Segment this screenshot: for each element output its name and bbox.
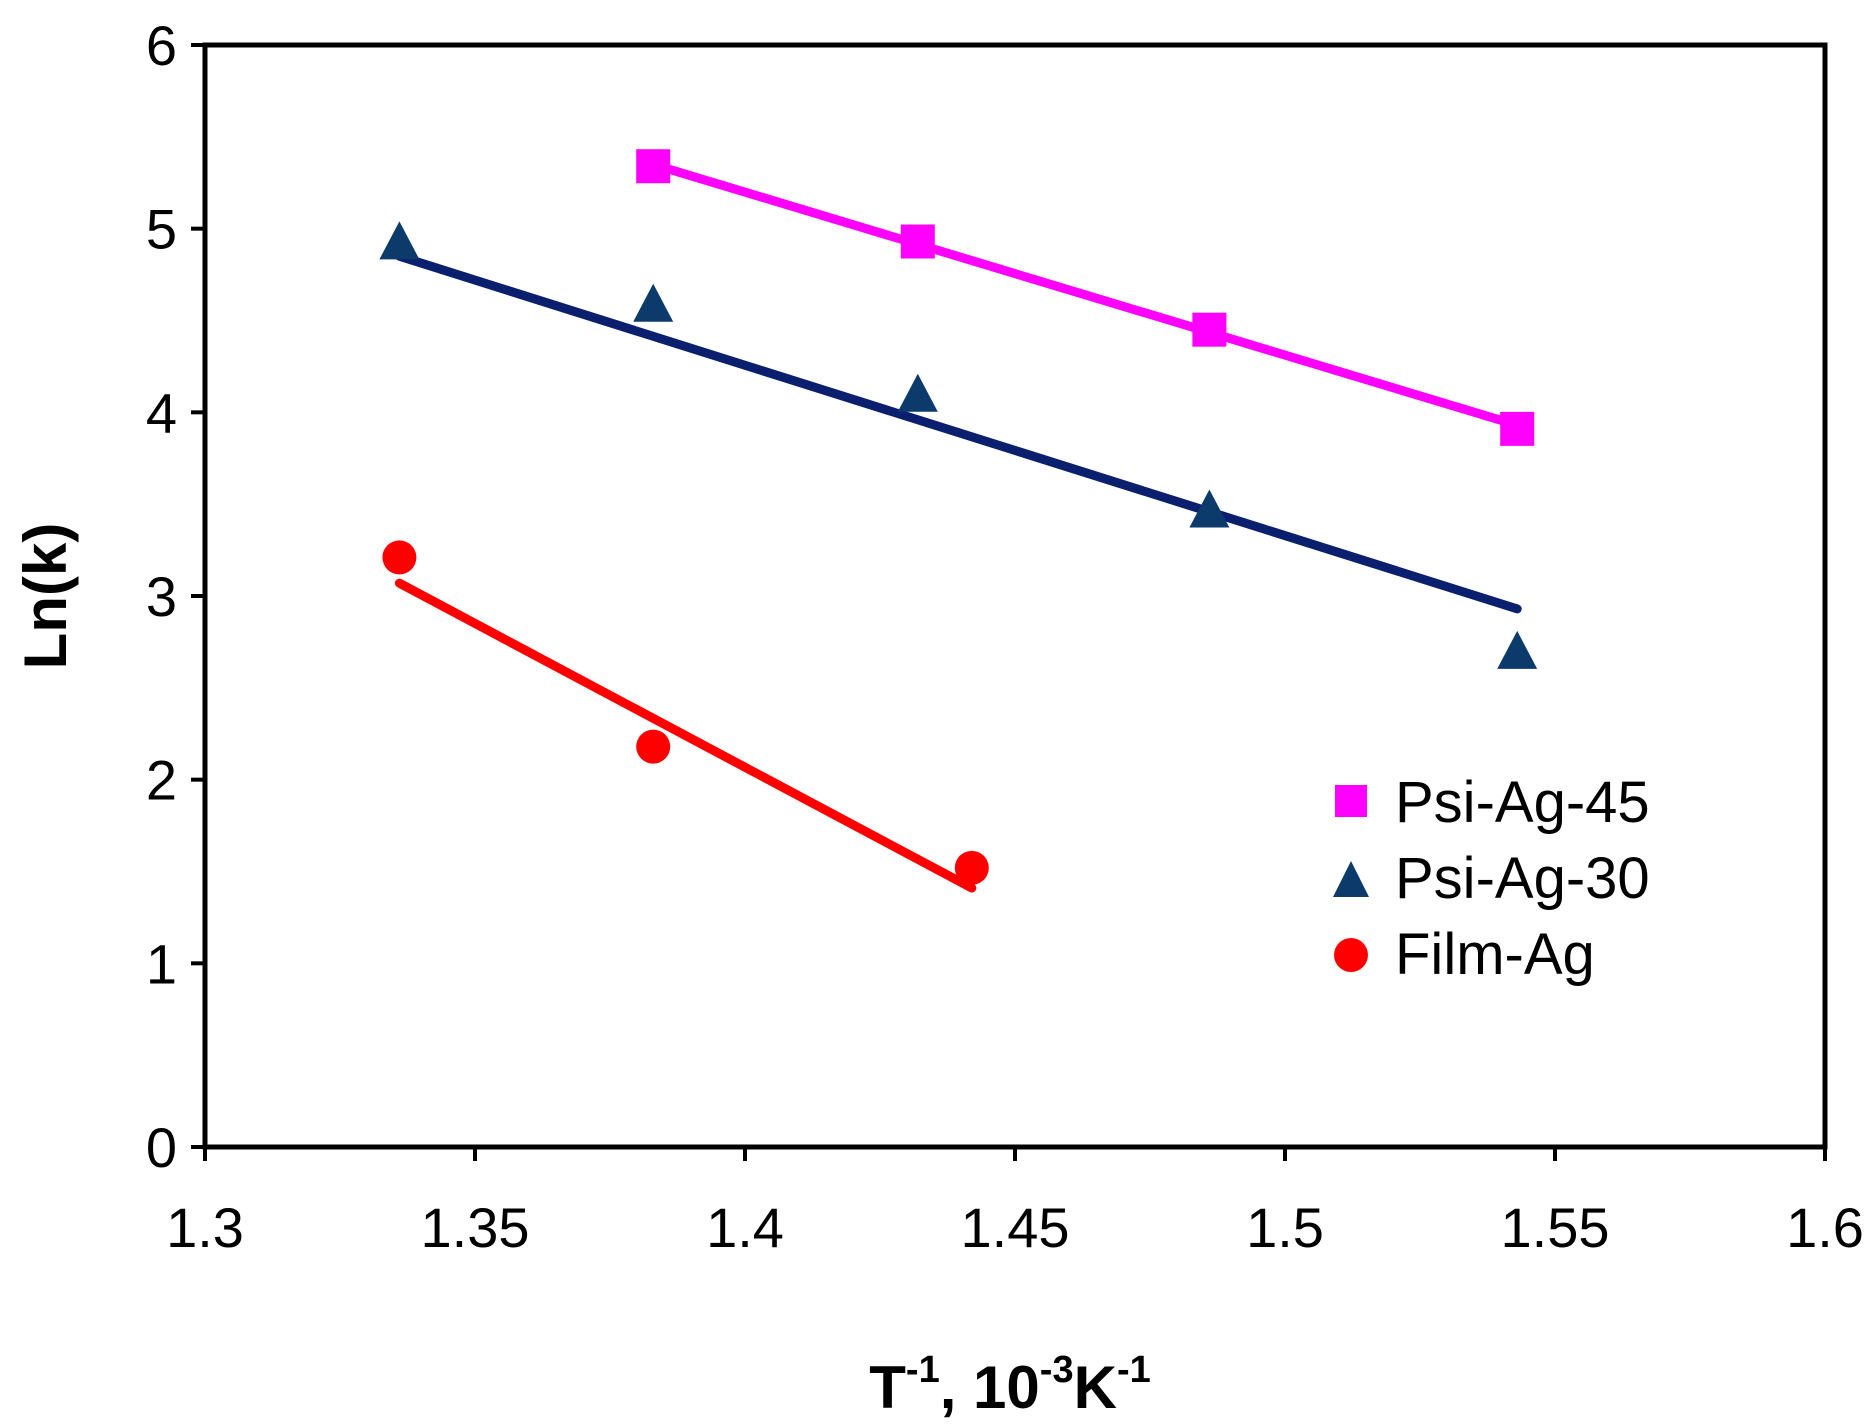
data-point-film-ag <box>636 729 671 764</box>
x-tick-label: 1.35 <box>421 1196 530 1259</box>
legend: Psi-Ag-45 Psi-Ag-30 Film-Ag <box>1333 770 1650 987</box>
x-tick-label: 1.4 <box>706 1196 784 1259</box>
data-point-film-ag <box>954 850 989 885</box>
data-point-psi-ag-45 <box>1500 411 1535 446</box>
x-axis: 1.3 1.35 1.4 1.45 1.5 1.55 1.6 <box>166 1147 1864 1259</box>
x-tick-label: 1.45 <box>961 1196 1070 1259</box>
data-point-psi-ag-45 <box>1192 312 1227 347</box>
data-point-psi-ag-30 <box>379 221 420 260</box>
legend-marker-circle <box>1334 938 1368 972</box>
x-tick-label: 1.6 <box>1786 1196 1864 1259</box>
x-tick-label: 1.55 <box>1501 1196 1610 1259</box>
fit-line-psi-ag-45 <box>648 159 1522 430</box>
x-title-mid: , 10 <box>940 1354 1040 1421</box>
legend-marker-square <box>1335 785 1367 817</box>
data-point-psi-ag-45 <box>636 149 671 184</box>
y-tick-label: 0 <box>146 1116 177 1179</box>
y-axis: 0 1 2 3 4 5 6 <box>146 14 205 1179</box>
y-tick-label: 4 <box>146 381 177 444</box>
x-title-base: T <box>869 1354 906 1421</box>
y-tick-label: 5 <box>146 198 177 261</box>
legend-marker-triangle <box>1333 861 1369 897</box>
y-axis-title: Ln(k) <box>12 523 79 670</box>
fit-line-film-ag <box>394 578 977 893</box>
y-tick-label: 2 <box>146 749 177 812</box>
x-title-sup3: -1 <box>1117 1349 1151 1391</box>
legend-label-psi-ag-30: Psi-Ag-30 <box>1395 846 1650 911</box>
fit-lines <box>394 159 1522 893</box>
data-point-psi-ag-30 <box>1189 489 1230 528</box>
data-point-psi-ag-45 <box>900 224 935 259</box>
data-point-psi-ag-30 <box>1497 630 1538 669</box>
data-point-psi-ag-30 <box>897 373 938 412</box>
x-tick-label: 1.3 <box>166 1196 244 1259</box>
plot-area <box>202 42 1828 1150</box>
fit-line-psi-ag-30 <box>394 251 1522 614</box>
data-markers <box>379 149 1538 885</box>
data-point-psi-ag-30 <box>633 283 674 322</box>
x-title-sup2: -3 <box>1040 1349 1074 1391</box>
data-point-film-ag <box>382 540 417 575</box>
y-tick-label: 1 <box>146 932 177 995</box>
y-tick-label: 6 <box>146 14 177 77</box>
y-tick-label: 3 <box>146 565 177 628</box>
x-title-sup1: -1 <box>906 1349 940 1391</box>
legend-label-film-ag: Film-Ag <box>1395 922 1595 987</box>
x-axis-title: T-1, 10-3K-1 <box>869 1349 1150 1421</box>
legend-label-psi-ag-45: Psi-Ag-45 <box>1395 770 1650 835</box>
x-tick-label: 1.5 <box>1246 1196 1324 1259</box>
x-title-unit: K <box>1074 1354 1117 1421</box>
